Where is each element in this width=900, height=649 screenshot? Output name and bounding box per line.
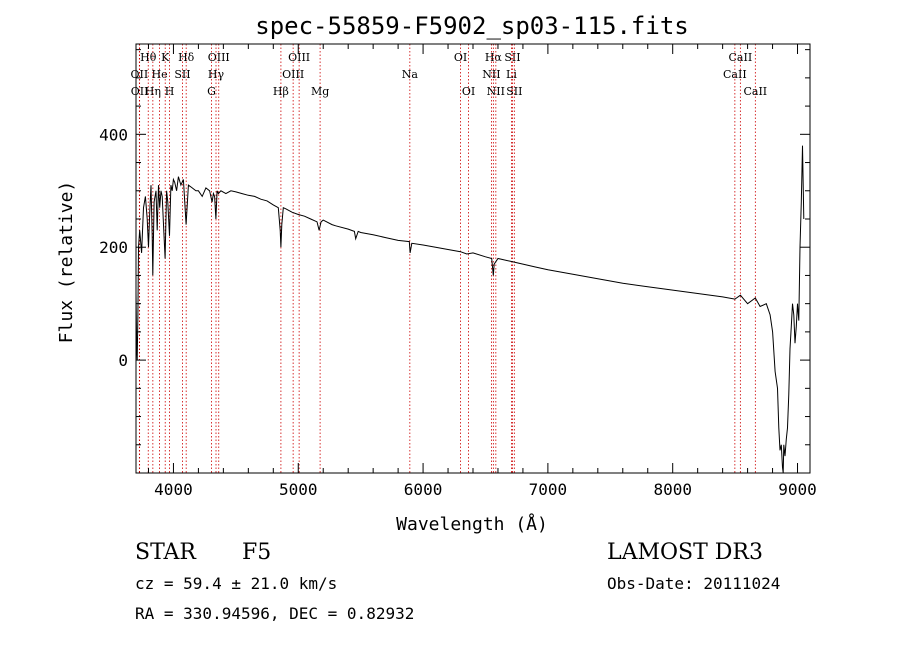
spectral-line-label: NII [487,85,505,98]
plot-frame [135,43,811,474]
spectral-line-label: Hγ [208,68,225,81]
x-tick-label: 5000 [279,480,318,499]
x-tick-label: 8000 [653,480,692,499]
spectral-line-label: OI [462,85,475,98]
object-class: STAR [135,540,196,565]
coordinates: RA = 330.94596, DEC = 0.82932 [135,604,415,623]
x-tick-label: 6000 [404,480,443,499]
spectral-line-label: OIII [208,51,230,64]
spectral-line-label: SII [174,68,190,81]
spectral-line-label: H [165,85,175,98]
spectral-line-label: Li [506,68,517,81]
spectral-line-label: Hδ [178,51,195,64]
spectral-line-label: SII [506,85,522,98]
spectral-line-label: He [152,68,168,81]
spectral-line-label: OII [131,68,149,81]
y-axis-label: Flux (relative) [56,181,77,344]
spectral-line-label: Hβ [273,85,289,98]
spectral-line-label: Na [402,68,419,81]
spectral-line-label: OIII [282,68,304,81]
spectral-line-label: CaII [743,85,767,98]
spectral-line-label: OIII [288,51,310,64]
axis-ticks: 4000 5000 6000 7000 8000 9000 0 200 400 [99,44,817,499]
x-axis-label: Wavelength (Å) [396,513,548,535]
spectral-line-label: CaII [729,51,753,64]
x-tick-label: 7000 [529,480,568,499]
observation-date: Obs-Date: 20111024 [607,574,781,593]
spectral-line-label: Hη [145,85,161,98]
spectral-line-label: K [161,51,170,64]
survey-name: LAMOST DR3 [607,540,763,565]
spectral-line-label: Mg [311,85,329,98]
x-tick-label: 9000 [778,480,817,499]
spectral-line-label: Hθ [140,51,157,64]
spectral-line-label: NII [482,68,500,81]
spectral-line-label: SII [504,51,520,64]
spectral-line-label: Hα [485,51,503,64]
y-tick-label: 200 [99,238,128,257]
object-subclass: F5 [242,540,272,565]
redshift-cz: cz = 59.4 ± 21.0 km/s [135,574,338,593]
spectral-line-label: OII [131,85,149,98]
y-tick-label: 0 [118,351,128,370]
x-tick-label: 4000 [154,480,193,499]
spectral-line-label: G [207,85,216,98]
flux-series-line [135,145,805,474]
spectral-line-label: CaII [723,68,747,81]
spectral-line-label: OI [454,51,467,64]
y-tick-label: 400 [99,125,128,144]
chart-title: spec-55859-F5902_sp03-115.fits [255,12,688,40]
